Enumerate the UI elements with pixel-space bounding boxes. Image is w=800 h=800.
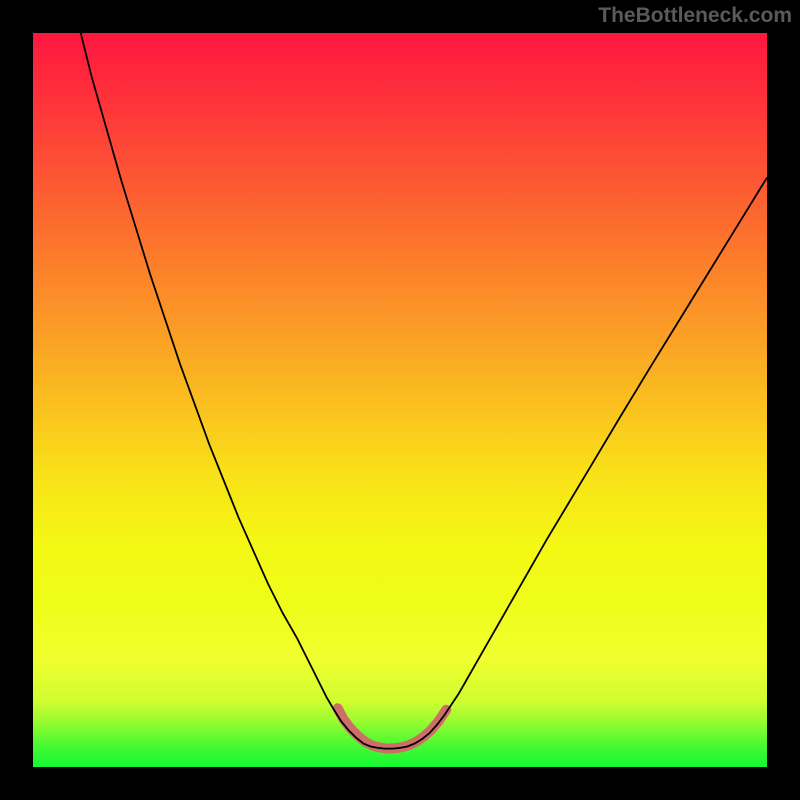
bottleneck-curve bbox=[81, 33, 767, 749]
bottleneck-curve-svg bbox=[33, 33, 767, 767]
watermark-text: TheBottleneck.com bbox=[598, 4, 792, 28]
plot-area bbox=[33, 33, 767, 767]
optimal-range-marker bbox=[338, 708, 447, 748]
chart-frame: TheBottleneck.com bbox=[0, 0, 800, 800]
